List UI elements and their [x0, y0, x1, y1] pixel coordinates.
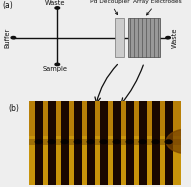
- Circle shape: [55, 7, 60, 9]
- Bar: [87, 101, 95, 185]
- Circle shape: [48, 140, 55, 144]
- Circle shape: [55, 63, 60, 66]
- Circle shape: [113, 140, 120, 144]
- Circle shape: [152, 140, 159, 144]
- Bar: [126, 101, 134, 185]
- Bar: [128, 18, 160, 57]
- Bar: [113, 101, 121, 185]
- Bar: [29, 101, 181, 136]
- Circle shape: [165, 140, 172, 144]
- Circle shape: [139, 140, 146, 144]
- Circle shape: [87, 140, 94, 144]
- Bar: [48, 101, 56, 185]
- Bar: [35, 101, 43, 185]
- Circle shape: [61, 140, 68, 144]
- Text: Waste: Waste: [172, 27, 178, 48]
- Circle shape: [74, 140, 81, 144]
- Bar: [165, 101, 173, 185]
- Text: Sample: Sample: [43, 66, 68, 72]
- Bar: [152, 101, 160, 185]
- Text: Array Electrodes: Array Electrodes: [133, 0, 182, 15]
- Bar: [115, 18, 124, 57]
- Circle shape: [166, 36, 170, 39]
- Text: Buffer: Buffer: [5, 27, 11, 48]
- Circle shape: [166, 129, 191, 154]
- Text: Sample
Waste: Sample Waste: [43, 0, 68, 6]
- Circle shape: [100, 140, 107, 144]
- Bar: [100, 101, 108, 185]
- Circle shape: [126, 140, 133, 144]
- Text: Pd Decoupler: Pd Decoupler: [90, 0, 130, 15]
- Bar: [139, 101, 147, 185]
- Circle shape: [11, 36, 16, 39]
- Circle shape: [35, 140, 42, 144]
- Text: (a): (a): [2, 1, 13, 10]
- Bar: [61, 101, 69, 185]
- Bar: [74, 101, 82, 185]
- Bar: [29, 139, 181, 145]
- Text: (b): (b): [9, 104, 20, 113]
